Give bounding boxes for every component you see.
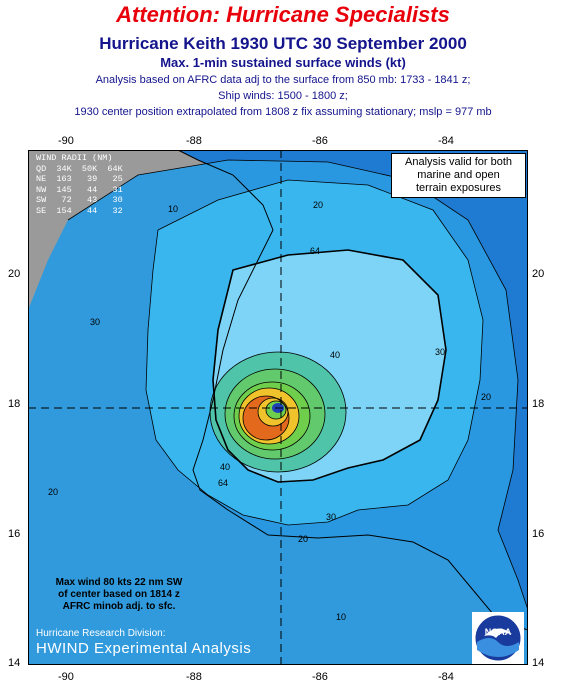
lat-tick-label: 20	[532, 268, 545, 280]
wind-contour-line	[212, 249, 447, 483]
max-wind-line: of center based on 1814 z	[58, 589, 180, 600]
wind-field-map: 10 10 20 20 20 20 30 30 30 40 40 64 64	[28, 150, 528, 665]
analysis-note-line: Ship winds: 1500 - 1800 z;	[218, 90, 348, 102]
lon-tick-label: -90	[58, 671, 74, 683]
lat-tick-label: 16	[8, 528, 21, 540]
validity-note-box: Analysis valid for both marine and open …	[391, 153, 526, 198]
wind-radii-row: NE 163 39 25	[36, 174, 123, 184]
contour-label: 64	[218, 478, 228, 488]
analysis-note-line: Analysis based on AFRC data adj to the s…	[95, 74, 471, 86]
lon-tick-label: -88	[186, 135, 202, 147]
wind-radii-header: QD 34K 50K 64K	[36, 163, 123, 174]
lat-tick-label: 20	[8, 268, 21, 280]
contour-label: 10	[168, 204, 178, 214]
lon-tick-label: -86	[312, 135, 328, 147]
contour-label: 40	[220, 462, 230, 472]
max-wind-note: Max wind 80 kts 22 nm SW of center based…	[34, 577, 204, 613]
wind-contour-line	[67, 159, 528, 611]
wind-radii-row: SW 72 43 30	[36, 195, 123, 205]
contour-label: 20	[313, 200, 323, 210]
noaa-logo	[472, 612, 524, 664]
validity-note-line: marine and open	[417, 169, 500, 181]
attention-banner: Attention: Hurricane Specialists	[116, 2, 450, 27]
product-label: HWIND Experimental Analysis	[36, 640, 252, 657]
contour-label: 20	[48, 487, 58, 497]
contour-label: 20	[298, 534, 308, 544]
wind-radii-table: WIND RADII (NM) QD 34K 50K 64K NE 163 39…	[36, 153, 123, 216]
contour-label: 30	[326, 512, 336, 522]
lat-tick-label: 18	[532, 398, 545, 410]
wind-radii-title: WIND RADII (NM)	[36, 153, 113, 163]
lat-tick-label: 16	[532, 528, 545, 540]
lon-tick-label: -84	[438, 135, 454, 147]
wind-contour-line	[224, 368, 326, 460]
noaa-logo-text: NOAA	[484, 627, 512, 637]
lon-tick-label: -84	[438, 671, 454, 683]
wind-radii-row: NW 145 44 31	[36, 184, 123, 195]
lon-tick-label: -90	[58, 135, 74, 147]
lon-tick-label: -88	[186, 671, 202, 683]
wind-contour-line	[233, 381, 311, 451]
map-frame	[28, 150, 528, 665]
lat-tick-label: 14	[8, 657, 21, 669]
analysis-note-line: 1930 center position extrapolated from 1…	[74, 106, 492, 118]
wind-radii-row: SE 154 44 32	[36, 205, 123, 216]
division-label: Hurricane Research Division:	[36, 628, 166, 639]
logo-wave	[477, 638, 519, 657]
validity-note-line: terrain exposures	[416, 182, 501, 194]
contour-label: 20	[481, 392, 491, 402]
lat-tick-label: 18	[8, 398, 21, 410]
wind-contour-line	[265, 400, 287, 420]
coastline	[28, 150, 528, 631]
contour-label: 30	[90, 317, 100, 327]
lat-tick-label: 14	[532, 657, 545, 669]
contour-label: 10	[336, 612, 346, 622]
wind-contour-line	[242, 395, 290, 441]
lon-tick-label: -86	[312, 671, 328, 683]
max-wind-line: AFRC minob adj. to sfc.	[62, 601, 176, 612]
wind-contour-line	[238, 387, 300, 445]
wind-contour-line	[257, 397, 289, 427]
max-wind-line: Max wind 80 kts 22 nm SW	[55, 577, 183, 588]
validity-note-line: Analysis valid for both	[405, 156, 512, 168]
contour-label: 30	[435, 347, 445, 357]
page-title: Hurricane Keith 1930 UTC 30 September 20…	[99, 34, 467, 53]
contour-label: 40	[330, 350, 340, 360]
contour-label: 64	[310, 246, 320, 256]
subtitle: Max. 1-min sustained surface winds (kt)	[160, 55, 406, 70]
logo-bird	[484, 628, 512, 638]
